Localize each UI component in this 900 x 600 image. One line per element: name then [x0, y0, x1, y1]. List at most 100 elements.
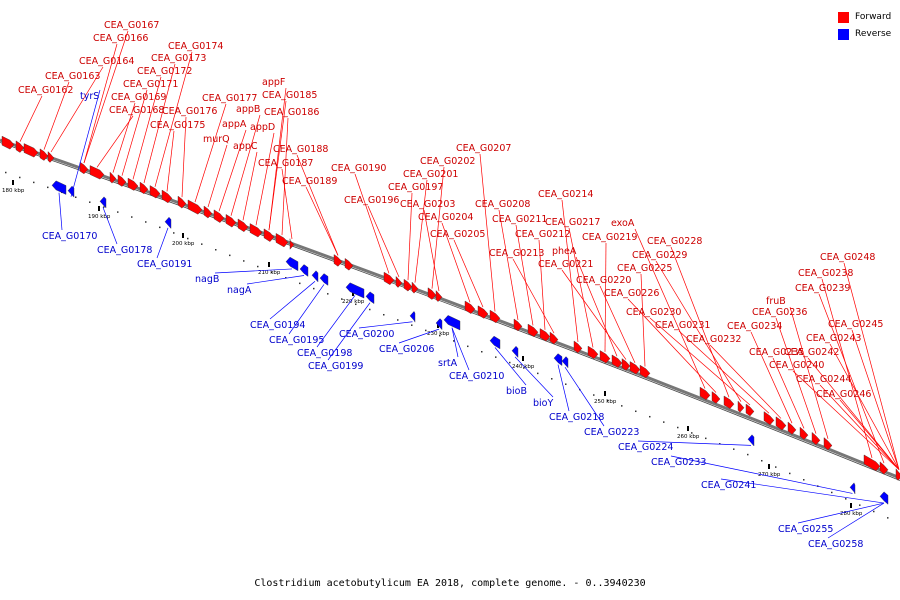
forward-label-leader — [230, 114, 261, 216]
reverse-gene — [561, 356, 569, 369]
reverse-label-leader — [58, 192, 63, 231]
forward-label-leader — [789, 306, 829, 439]
reverse-gene-label: CEA_G0210 — [449, 371, 504, 382]
forward-gene — [187, 199, 203, 215]
legend-label-reverse: Reverse — [855, 29, 892, 39]
forward-label-leader — [96, 115, 134, 168]
forward-label-leader — [829, 343, 900, 470]
forward-label-leader — [678, 330, 770, 414]
forward-gene — [527, 323, 539, 338]
reverse-gene — [51, 180, 67, 195]
forward-gene-label: CEA_G0169 — [111, 92, 166, 103]
forward-gene — [177, 195, 187, 209]
forward-label-leader — [296, 154, 339, 256]
forward-label-leader — [268, 100, 287, 231]
forward-label-leader — [367, 205, 400, 278]
forward-label-leader — [423, 209, 440, 292]
forward-gene — [47, 151, 55, 163]
ruler-dot — [19, 176, 21, 179]
forward-gene — [629, 361, 641, 375]
ruler-dot — [467, 345, 469, 348]
forward-gene — [213, 209, 225, 223]
forward-gene-label: CEA_G0202 — [420, 156, 475, 167]
forward-label-leader — [143, 63, 176, 184]
forward-gene — [823, 437, 833, 451]
forward-gene — [489, 309, 501, 324]
reverse-label-leader — [70, 89, 101, 197]
reverse-gene — [435, 318, 443, 331]
reverse-gene-label: CEA_G0223 — [584, 427, 639, 438]
forward-gene-label: CEA_G0243 — [806, 333, 861, 344]
ruler-dot — [845, 498, 847, 500]
forward-gene — [539, 328, 551, 342]
reverse-gene-label: CEA_G0170 — [42, 231, 97, 242]
tick-mark — [768, 464, 770, 469]
ruler-dot — [341, 298, 343, 300]
reverse-gene — [164, 216, 172, 230]
forward-label-leader — [112, 102, 136, 173]
ruler-dot — [565, 383, 567, 385]
ruler-dot — [635, 410, 637, 413]
reverse-label-leader — [557, 364, 570, 412]
forward-gene-label: CEA_G0244 — [796, 374, 851, 385]
reverse-gene — [299, 264, 309, 277]
tick-label: 280 kbp — [840, 511, 863, 517]
forward-gene-label: CEA_G0164 — [79, 56, 134, 67]
forward-label-leader — [50, 66, 104, 153]
reverse-label-leader — [327, 302, 371, 361]
reverse-gene — [849, 482, 856, 495]
tick-mark — [12, 180, 14, 185]
reverse-gene — [489, 335, 501, 350]
forward-label-leader — [132, 76, 162, 180]
forward-label-leader — [655, 260, 742, 402]
ruler-dot — [271, 271, 273, 273]
ruler-dot — [425, 329, 427, 332]
forward-gene — [249, 223, 263, 238]
forward-gene — [464, 300, 476, 314]
forward-label-leader — [218, 129, 247, 212]
reverse-gene — [319, 273, 329, 286]
ruler-dot — [719, 443, 721, 445]
forward-label-leader — [561, 199, 579, 342]
reverse-gene — [99, 196, 107, 209]
reverse-gene-label: bioB — [506, 386, 527, 397]
ruler-dot — [397, 319, 399, 321]
reverse-label-leader — [494, 347, 527, 386]
forward-gene-label: CEA_G0242 — [784, 347, 839, 358]
forward-gene-label: CEA_G0232 — [686, 334, 741, 345]
forward-gene-label: CEA_G0185 — [262, 90, 317, 101]
tick-mark — [850, 503, 852, 508]
forward-label-leader — [281, 117, 289, 236]
ruler-dot — [355, 303, 357, 306]
forward-gene-label: CEA_G0166 — [93, 33, 148, 44]
ruler-dot — [761, 459, 763, 462]
forward-label-leader — [255, 132, 275, 226]
forward-gene-label: CEA_G0176 — [162, 106, 217, 117]
ruler-dot — [789, 472, 791, 475]
reverse-label-leader — [398, 328, 440, 344]
forward-gene-label: CEA_G0197 — [388, 182, 443, 193]
ruler-dot — [495, 356, 497, 358]
forward-gene-label: CEA_G0248 — [820, 252, 875, 263]
forward-gene-label: CEA_G0220 — [576, 275, 631, 286]
ruler-dot — [215, 249, 217, 251]
forward-label-leader — [627, 298, 717, 393]
forward-gene — [79, 161, 89, 175]
tick-mark — [182, 233, 184, 238]
reverse-gene — [365, 291, 375, 305]
reverse-label-leader — [246, 275, 305, 285]
forward-gene-label: CEA_G0213 — [489, 248, 544, 259]
legend-swatch-reverse — [838, 28, 849, 40]
forward-label-leader — [354, 173, 390, 274]
ruler-dot — [551, 378, 553, 380]
forward-gene-label: CEA_G0190 — [331, 163, 386, 174]
forward-gene-label: CEA_G0208 — [475, 199, 530, 210]
forward-gene-label: appF — [262, 77, 285, 88]
forward-gene-label: CEA_G0162 — [18, 85, 73, 96]
forward-gene-label: CEA_G0229 — [632, 250, 687, 261]
tick-label: 190 kbp — [88, 214, 111, 220]
ruler-dot — [509, 361, 511, 364]
reverse-label-leader — [451, 327, 470, 371]
forward-label-leader — [83, 43, 118, 164]
tick-label: 240 kbp — [512, 364, 535, 370]
